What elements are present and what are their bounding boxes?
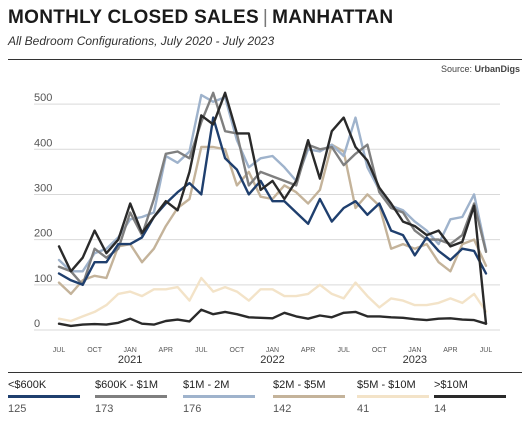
legend-value: 41 bbox=[357, 403, 370, 415]
y-tick-label: 400 bbox=[34, 137, 52, 149]
x-tick-label: JUL bbox=[195, 347, 208, 354]
legend-label: $1M - 2M bbox=[183, 379, 230, 391]
series-line-0 bbox=[57, 116, 488, 286]
x-tick-label: OCT bbox=[372, 347, 388, 354]
page-title: MONTHLY CLOSED SALES | MANHATTAN bbox=[8, 7, 393, 29]
legend-value: 173 bbox=[95, 403, 114, 415]
x-tick-label: OCT bbox=[230, 347, 246, 354]
x-tick-label: APR bbox=[443, 347, 457, 354]
x-tick-label: JAN bbox=[408, 347, 421, 354]
x-tick-label: JUL bbox=[480, 347, 493, 354]
x-tick-label: APR bbox=[301, 347, 315, 354]
top-divider bbox=[8, 59, 522, 60]
y-tick-label: 200 bbox=[34, 228, 52, 240]
legend-item: $2M - $5M 142 bbox=[273, 379, 355, 415]
y-tick-label: 100 bbox=[34, 273, 52, 285]
legend-swatch bbox=[8, 395, 80, 398]
legend-item: $5M - $10M 41 bbox=[357, 379, 439, 415]
legend-swatch bbox=[357, 395, 429, 398]
legend-label: $2M - $5M bbox=[273, 379, 326, 391]
legend-value: 125 bbox=[8, 403, 27, 415]
legend-value: 14 bbox=[434, 403, 447, 415]
source-name: UrbanDigs bbox=[474, 64, 520, 74]
title-left: MONTHLY CLOSED SALES bbox=[8, 7, 259, 28]
title-right: MANHATTAN bbox=[272, 7, 394, 28]
series-line-2 bbox=[57, 93, 488, 273]
legend-swatch bbox=[273, 395, 345, 398]
legend-value: 142 bbox=[273, 403, 292, 415]
chart-legend: <$600K 125 $600K - $1M 173 $1M - 2M 176 $2M - … bbox=[8, 379, 522, 419]
legend-value: 176 bbox=[183, 403, 202, 415]
x-tick-label: JAN bbox=[124, 347, 137, 354]
legend-swatch bbox=[183, 395, 255, 398]
legend-swatch bbox=[95, 395, 167, 398]
series-line-6 bbox=[57, 308, 488, 328]
y-tick-label: 500 bbox=[34, 92, 52, 104]
legend-swatch bbox=[434, 395, 506, 398]
y-tick-label: 300 bbox=[34, 182, 52, 194]
x-tick-label: OCT bbox=[87, 347, 103, 354]
x-tick-label: JAN bbox=[266, 347, 279, 354]
x-tick-label: JUL bbox=[337, 347, 350, 354]
series-line-4 bbox=[57, 276, 488, 323]
x-year-label: 2021 bbox=[118, 354, 142, 366]
y-tick-label: 0 bbox=[34, 318, 40, 330]
x-year-label: 2023 bbox=[403, 354, 427, 366]
series-line-5 bbox=[57, 91, 488, 325]
legend-divider bbox=[8, 372, 522, 373]
legend-item: $600K - $1M 173 bbox=[95, 379, 177, 415]
x-tick-label: JUL bbox=[53, 347, 66, 354]
series-line-3 bbox=[57, 143, 488, 296]
legend-label: $5M - $10M bbox=[357, 379, 416, 391]
source-label: Source: bbox=[440, 64, 472, 74]
x-tick-label: APR bbox=[159, 347, 173, 354]
series-line-1 bbox=[57, 91, 488, 286]
chart-subtitle: All Bedroom Configurations, July 2020 - … bbox=[8, 34, 275, 48]
legend-item: >$10M 14 bbox=[434, 379, 516, 415]
legend-item: <$600K 125 bbox=[8, 379, 90, 415]
legend-label: <$600K bbox=[8, 379, 47, 391]
legend-label: $600K - $1M bbox=[95, 379, 158, 391]
x-year-label: 2022 bbox=[260, 354, 284, 366]
legend-item: $1M - 2M 176 bbox=[183, 379, 265, 415]
legend-label: >$10M bbox=[434, 379, 468, 391]
source-note: Source: UrbanDigs bbox=[441, 64, 520, 74]
title-separator: | bbox=[262, 7, 269, 28]
